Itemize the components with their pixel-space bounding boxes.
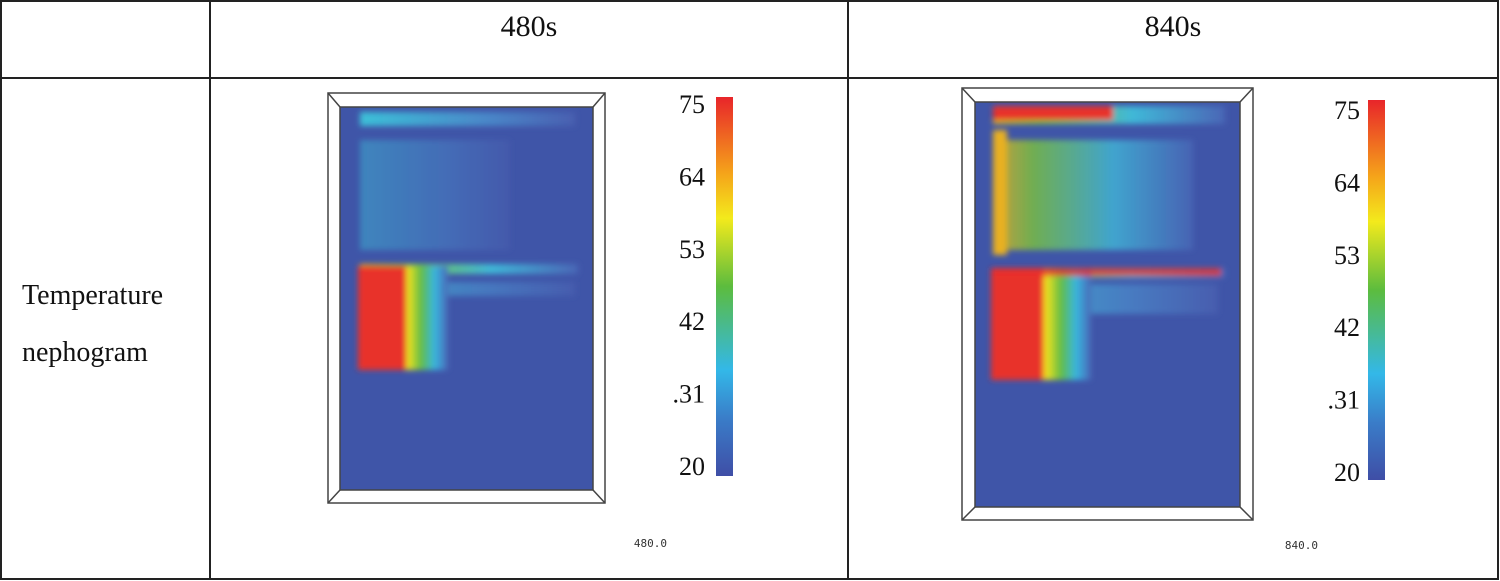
colorbar-labels: 75 64 53 42 .31 20 480.0 75 64 53 42 .31 20 840.0	[634, 90, 1360, 552]
box-outline	[327, 92, 606, 504]
colorbar-label: 20	[679, 452, 705, 481]
colorbar-label: 75	[1334, 96, 1360, 125]
colorbar-label: 53	[1334, 241, 1360, 270]
colorbar-label: 20	[1334, 458, 1360, 487]
row-label: nephogram	[22, 337, 148, 368]
temperature-pattern	[358, 112, 578, 370]
time-label: 840.0	[1285, 539, 1318, 552]
colorbar-label: 42	[1334, 313, 1360, 342]
colorbar-label: 64	[679, 162, 705, 191]
colorbar	[1368, 100, 1385, 480]
colorbar-label: 42	[679, 307, 705, 336]
colorbar-label: .31	[673, 380, 706, 409]
colorbar	[716, 97, 733, 476]
header-cell: 480s	[501, 10, 558, 43]
colorbar-label: 75	[679, 90, 705, 119]
row-label: Temperature	[22, 280, 163, 311]
nephogram	[327, 92, 733, 504]
box-edges	[327, 92, 606, 504]
box-inner	[974, 101, 1241, 508]
colorbar-label: 64	[1334, 168, 1360, 197]
colorbar-label: 53	[679, 235, 705, 264]
header-cell: 840s	[1145, 10, 1202, 43]
temperature-pattern	[991, 106, 1225, 380]
box-outline	[961, 87, 1254, 521]
nephogram	[961, 87, 1385, 521]
box-inner	[339, 106, 594, 491]
time-label: 480.0	[634, 537, 667, 550]
box-edges	[961, 87, 1254, 521]
colorbar-label: .31	[1328, 386, 1361, 415]
